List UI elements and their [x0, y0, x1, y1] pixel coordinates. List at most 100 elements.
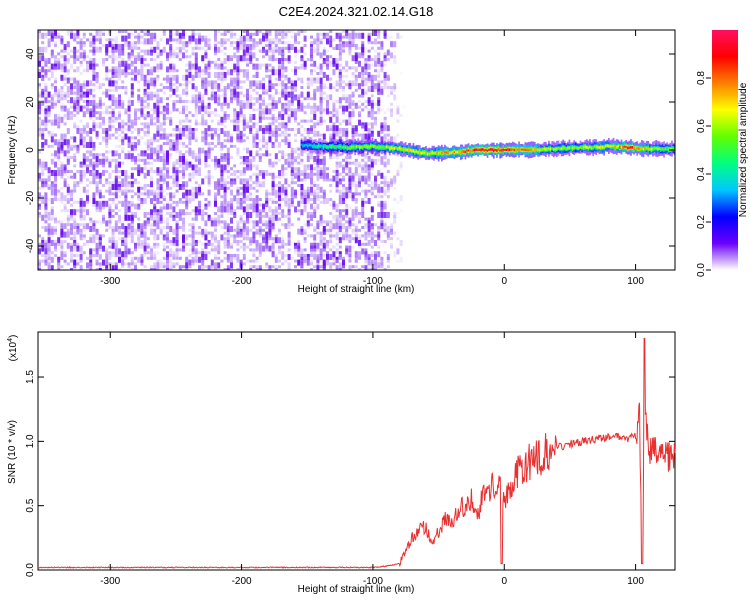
heatmap-cell — [348, 83, 352, 90]
heatmap-cell — [140, 240, 144, 243]
heatmap-cell — [207, 60, 211, 67]
heatmap-cell — [322, 248, 326, 252]
heatmap-cell — [370, 214, 374, 221]
heatmap-cell — [121, 86, 125, 89]
heatmap-cell — [50, 69, 54, 73]
heatmap-cell — [390, 86, 393, 89]
heatmap-cell — [194, 136, 198, 140]
heatmap-cell — [220, 142, 224, 148]
heatmap-cell — [153, 256, 157, 260]
heatmap-cell — [194, 192, 198, 199]
heatmap-cell — [342, 46, 345, 50]
heatmap-cell — [278, 38, 281, 42]
heatmap-cell — [153, 242, 157, 246]
heatmap-cell — [361, 55, 365, 59]
heatmap-cell — [303, 254, 307, 257]
heatmap-cell — [322, 46, 326, 50]
heatmap-cell — [111, 234, 115, 238]
heatmap-cell — [367, 231, 371, 235]
heatmap-cell — [281, 245, 285, 249]
heatmap-cell — [262, 116, 265, 120]
heatmap-cell — [143, 133, 147, 137]
heatmap-cell — [127, 55, 131, 59]
heatmap-cell — [198, 251, 201, 255]
heatmap-cell — [255, 206, 259, 213]
heatmap-cell — [329, 268, 333, 270]
heatmap-cell — [153, 102, 157, 109]
heatmap-cell — [370, 102, 374, 109]
heatmap-cell — [236, 102, 240, 106]
heatmap-cell — [361, 164, 365, 168]
heatmap-cell — [207, 251, 211, 255]
heatmap-cell — [351, 108, 355, 112]
heatmap-cell — [89, 158, 93, 165]
heatmap-cell — [210, 97, 214, 101]
heatmap-cell — [41, 41, 45, 45]
heatmap-cell — [156, 245, 160, 249]
heatmap-cell — [274, 209, 278, 213]
heatmap-cell — [114, 144, 118, 148]
heatmap-cell — [175, 41, 179, 45]
signal-cell — [395, 146, 397, 150]
heatmap-cell — [124, 74, 128, 78]
heatmap-cell — [156, 242, 160, 246]
heatmap-cell — [172, 52, 176, 56]
heatmap-cell — [89, 240, 93, 243]
heatmap-cell — [118, 46, 121, 50]
heatmap-cell — [111, 237, 115, 241]
heatmap-cell — [233, 83, 237, 87]
heatmap-cell — [191, 186, 195, 190]
heatmap-cell — [198, 94, 201, 101]
heatmap-cell — [262, 245, 265, 252]
heatmap-cell — [246, 147, 249, 154]
heatmap-cell — [278, 142, 281, 145]
heatmap-cell — [242, 228, 246, 232]
heatmap-cell — [82, 217, 86, 221]
heatmap-cell — [342, 30, 345, 33]
heatmap-cell — [156, 111, 160, 118]
heatmap-cell — [162, 245, 166, 249]
heatmap-cell — [194, 58, 198, 64]
heatmap-cell — [374, 32, 377, 36]
heatmap-cell — [114, 55, 118, 59]
heatmap-cell — [265, 240, 269, 243]
heatmap-cell — [114, 100, 118, 103]
heatmap-cell — [335, 156, 339, 159]
heatmap-cell — [268, 55, 272, 59]
heatmap-cell — [358, 240, 361, 246]
heatmap-cell — [262, 83, 265, 90]
heatmap-cell — [383, 116, 387, 120]
heatmap-cell — [124, 175, 128, 179]
heatmap-cell — [396, 200, 400, 204]
heatmap-cell — [294, 128, 297, 131]
heatmap-cell — [150, 153, 153, 160]
heatmap-cell — [303, 150, 307, 154]
heatmap-cell — [268, 237, 272, 241]
heatmap-cell — [294, 116, 297, 120]
heatmap-cell — [370, 262, 374, 266]
heatmap-cell — [188, 125, 192, 129]
heatmap-cell — [354, 32, 358, 36]
heatmap-cell — [249, 32, 253, 39]
heatmap-cell — [364, 153, 368, 157]
heatmap-cell — [143, 231, 147, 238]
heatmap-cell — [226, 228, 230, 235]
heatmap-cell — [50, 226, 54, 229]
heatmap-cell — [38, 178, 41, 182]
heatmap-cell — [255, 167, 259, 171]
heatmap-cell — [194, 114, 198, 117]
heatmap-cell — [262, 220, 265, 224]
heatmap-cell — [329, 240, 333, 243]
heatmap-cell — [386, 49, 390, 56]
heatmap-cell — [98, 35, 102, 39]
heatmap-cell — [364, 223, 368, 227]
heatmap-cell — [383, 63, 387, 67]
heatmap-cell — [66, 30, 70, 33]
heatmap-cell — [108, 189, 112, 193]
heatmap-cell — [66, 52, 70, 56]
heatmap-cell — [386, 265, 390, 269]
heatmap-cell — [76, 170, 80, 173]
heatmap-cell — [66, 186, 70, 193]
heatmap-cell — [166, 186, 169, 190]
